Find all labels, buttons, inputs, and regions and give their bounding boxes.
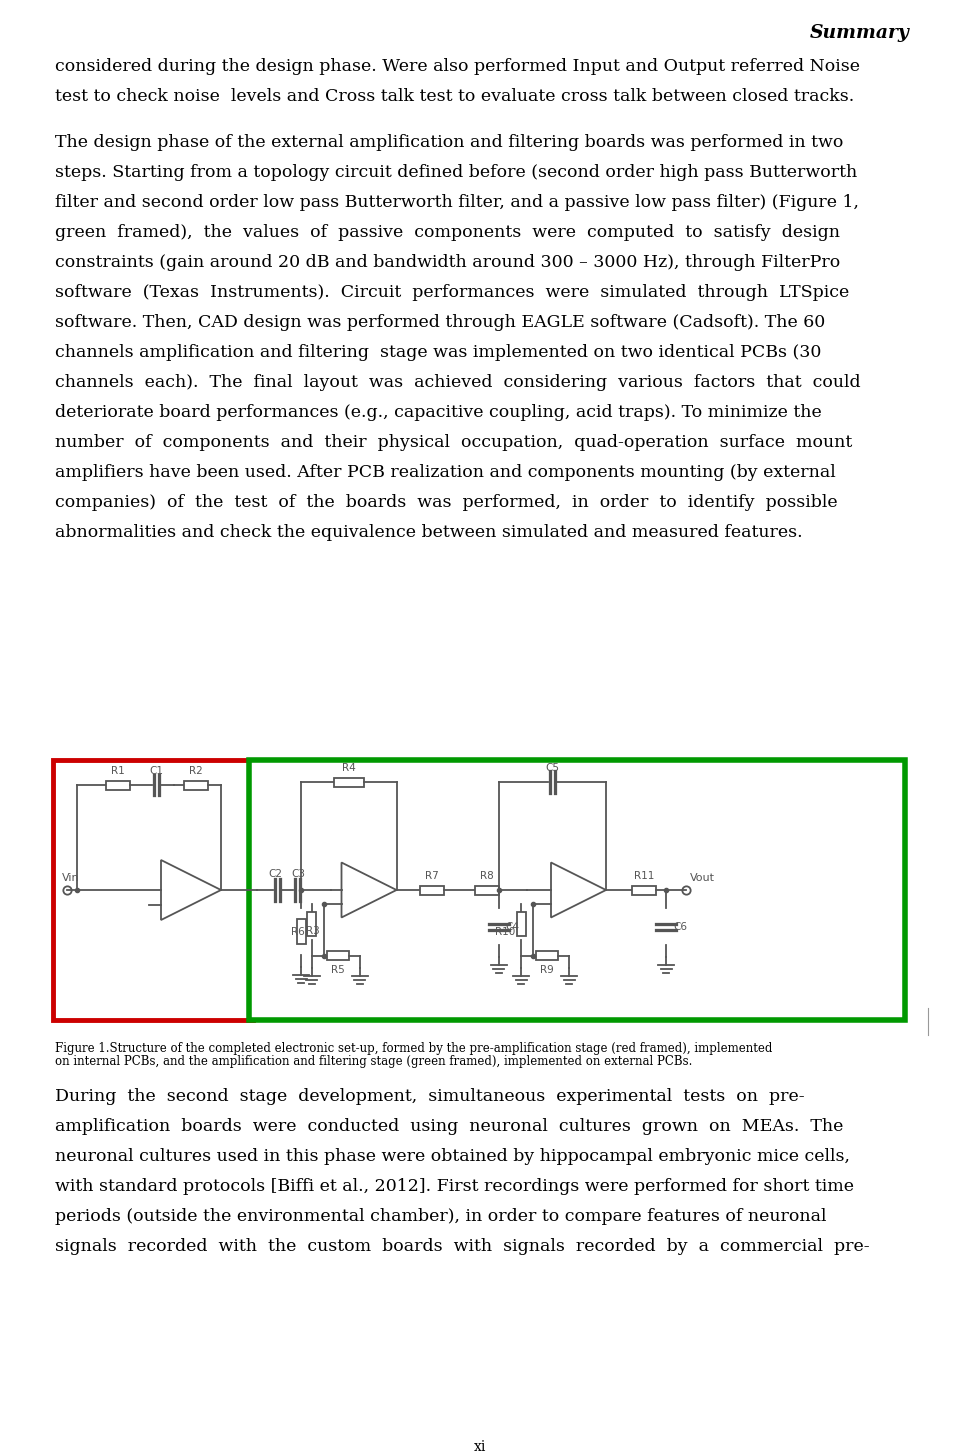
Text: Summary: Summary [810,25,910,42]
Text: R3: R3 [306,926,320,936]
Text: companies)  of  the  test  of  the  boards  was  performed,  in  order  to  iden: companies) of the test of the boards was… [55,494,838,510]
Text: R6: R6 [291,926,304,936]
Text: Vout: Vout [690,872,715,883]
Text: Vin: Vin [62,872,80,883]
Text: on internal PCBs, and the amplification and filtering stage (green framed), impl: on internal PCBs, and the amplification … [55,1056,692,1069]
Text: deteriorate board performances (e.g., capacitive coupling, acid traps). To minim: deteriorate board performances (e.g., ca… [55,404,822,422]
Bar [334,778,364,787]
Text: software. Then, CAD design was performed through EAGLE software (Cadsoft). The 6: software. Then, CAD design was performed… [55,314,826,332]
Bar [326,951,348,960]
Text: C4: C4 [506,922,519,932]
Text: constraints (gain around 20 dB and bandwidth around 300 – 3000 Hz), through Filt: constraints (gain around 20 dB and bandw… [55,254,840,270]
Text: Figure 1.Structure of the completed electronic set-up, formed by the pre-amplifi: Figure 1.Structure of the completed elec… [55,1043,773,1056]
Text: R7: R7 [424,871,439,881]
Text: channels  each).  The  final  layout  was  achieved  considering  various  facto: channels each). The final layout was ach… [55,374,860,391]
Text: R4: R4 [342,763,355,774]
Bar [632,885,656,894]
Text: R8: R8 [480,871,493,881]
Text: abnormalities and check the equivalence between simulated and measured features.: abnormalities and check the equivalence … [55,523,803,541]
Bar [106,781,130,790]
Bar [307,912,316,936]
Text: test to check noise  levels and Cross talk test to evaluate cross talk between c: test to check noise levels and Cross tal… [55,89,854,105]
Text: software  (Texas  Instruments).  Circuit  performances  were  simulated  through: software (Texas Instruments). Circuit pe… [55,284,850,301]
Bar [516,912,525,936]
Text: with standard protocols [Biffi et al., 2012]. First recordings were performed fo: with standard protocols [Biffi et al., 2… [55,1178,854,1195]
Bar [420,885,444,894]
Text: R1: R1 [111,766,125,776]
Text: green  framed),  the  values  of  passive  components  were  computed  to  satis: green framed), the values of passive com… [55,224,840,241]
Text: xi: xi [474,1439,486,1454]
Bar [536,951,558,960]
Text: R2: R2 [189,766,203,776]
Text: C1: C1 [149,766,163,776]
Text: During  the  second  stage  development,  simultaneous  experimental  tests  on : During the second stage development, sim… [55,1088,804,1105]
Text: C3: C3 [291,869,305,880]
Text: R11: R11 [634,871,654,881]
Text: R10: R10 [494,926,516,936]
Text: signals  recorded  with  the  custom  boards  with  signals  recorded  by  a  co: signals recorded with the custom boards … [55,1237,870,1255]
Bar [297,919,305,944]
Text: filter and second order low pass Butterworth filter, and a passive low pass filt: filter and second order low pass Butterw… [55,193,859,211]
Text: R9: R9 [540,965,554,974]
Text: amplification  boards  were  conducted  using  neuronal  cultures  grown  on  ME: amplification boards were conducted usin… [55,1118,844,1136]
Bar [249,760,905,1021]
Text: C5: C5 [545,763,560,774]
Text: steps. Starting from a topology circuit defined before (second order high pass B: steps. Starting from a topology circuit … [55,164,857,180]
Text: neuronal cultures used in this phase were obtained by hippocampal embryonic mice: neuronal cultures used in this phase wer… [55,1149,850,1165]
Bar [474,885,498,894]
Text: The design phase of the external amplification and filtering boards was performe: The design phase of the external amplifi… [55,134,844,151]
Text: R5: R5 [330,965,345,974]
Text: considered during the design phase. Were also performed Input and Output referre: considered during the design phase. Were… [55,58,860,76]
Bar [184,781,208,790]
Text: number  of  components  and  their  physical  occupation,  quad-operation  surfa: number of components and their physical … [55,433,852,451]
Text: amplifiers have been used. After PCB realization and components mounting (by ext: amplifiers have been used. After PCB rea… [55,464,836,481]
Text: periods (outside the environmental chamber), in order to compare features of neu: periods (outside the environmental chamb… [55,1208,827,1226]
Text: C6: C6 [673,922,687,932]
Bar [53,760,253,1021]
Text: C2: C2 [268,869,282,880]
Text: channels amplification and filtering  stage was implemented on two identical PCB: channels amplification and filtering sta… [55,345,822,361]
